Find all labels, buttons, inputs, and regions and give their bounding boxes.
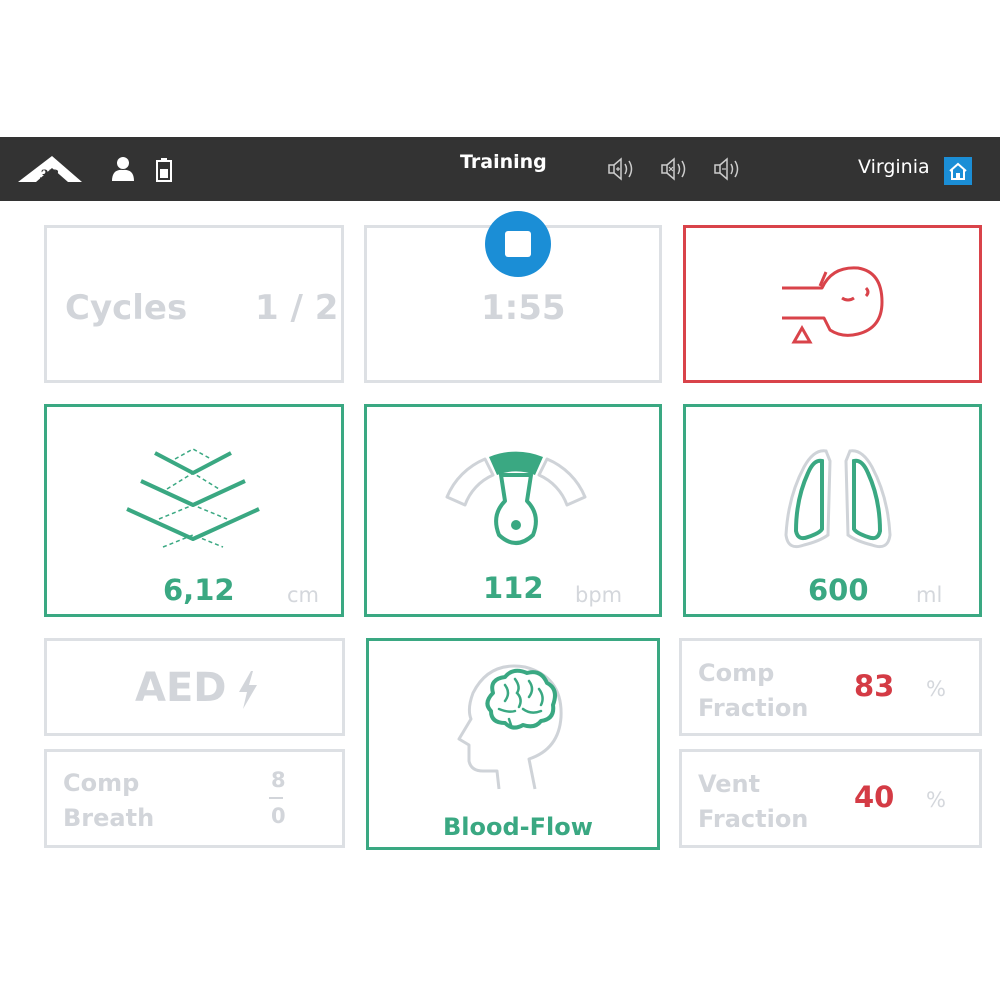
comp-breath-denominator: 0 [271,804,286,828]
volume-card: 600 ml [683,404,982,617]
comp-fraction-card: Comp Fraction 83 % [679,638,982,736]
comp-breath-card: Comp Breath 8 0 [44,749,345,848]
lightning-icon [239,671,257,709]
volume-value: 600 [808,573,869,607]
cycles-value: 1 / 2 [255,288,339,328]
comp-breath-line2: Breath [63,804,155,832]
stop-icon [505,231,531,257]
user-name: Virginia [858,156,930,178]
volume-up-icon[interactable] [608,156,636,182]
home-button[interactable] [944,157,972,185]
volume-down-icon[interactable] [714,156,742,182]
volume-mute-icon[interactable] [661,156,689,182]
comp-fraction-line2: Fraction [698,694,809,722]
vent-fraction-line2: Fraction [698,805,809,833]
comp-breath-divider [269,797,283,799]
depth-unit: cm [287,583,320,607]
stop-button[interactable] [485,211,551,277]
rate-unit: bpm [575,583,623,607]
vent-fraction-value: 40 [854,780,895,814]
volume-unit: ml [916,583,943,607]
brain-head-icon [457,664,563,790]
depth-value: 6,12 [163,573,235,607]
vent-fraction-unit: % [926,788,946,812]
cycles-label: Cycles [65,288,188,328]
rate-gauge-icon [445,451,587,545]
comp-breath-numerator: 8 [271,768,286,792]
lungs-icon [784,449,892,549]
comp-fraction-line1: Comp [698,659,775,687]
depth-card: 6,12 cm [44,404,344,617]
battery-icon [156,158,172,182]
blood-flow-label: Blood-Flow [443,813,593,841]
blood-flow-card: Blood-Flow [366,638,660,850]
head-tilt-airway-icon [782,266,884,344]
comp-breath-line1: Comp [63,769,140,797]
home-icon [949,162,967,180]
rate-card: 112 bpm [364,404,662,617]
airway-card [683,225,982,383]
aed-label: AED [135,665,227,711]
vent-fraction-line1: Vent [698,770,761,798]
aed-card[interactable]: AED [44,638,345,736]
comp-fraction-value: 83 [854,669,895,703]
comp-fraction-unit: % [926,677,946,701]
cycles-card: Cycles 1 / 2 [44,225,344,383]
timer-value: 1:55 [481,288,566,328]
top-bar: 3B Training [0,137,1000,201]
svg-text:3B: 3B [39,167,59,184]
mode-title: Training [460,151,547,173]
rate-value: 112 [483,571,544,605]
vent-fraction-card: Vent Fraction 40 % [679,749,982,848]
logo-3b-icon: 3B [18,154,82,184]
compression-depth-icon [126,448,260,548]
user-icon [110,156,136,182]
